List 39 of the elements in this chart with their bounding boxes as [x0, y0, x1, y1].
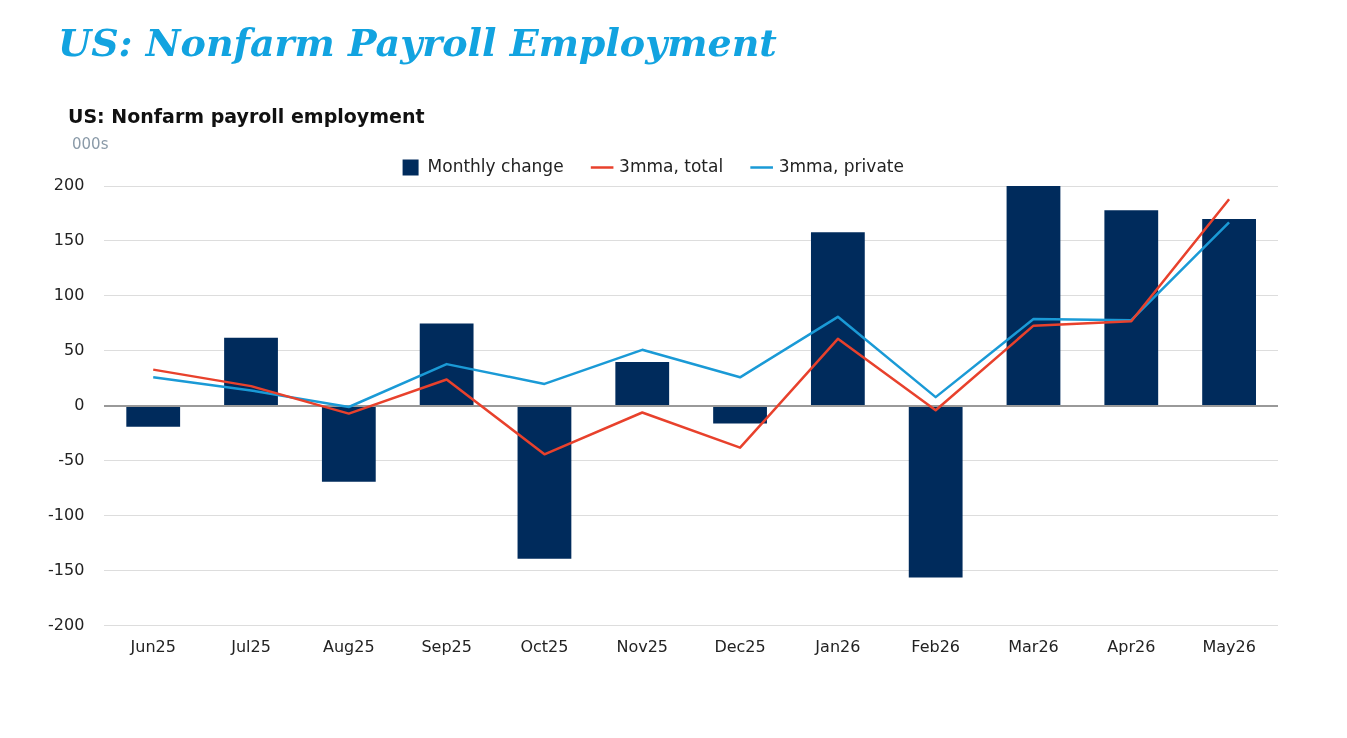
bar	[1006, 186, 1061, 405]
bar	[126, 406, 181, 427]
bar	[810, 232, 865, 405]
bar	[321, 406, 376, 482]
y-tick-label: 0	[74, 395, 85, 415]
bar	[1104, 210, 1159, 405]
y-tick-label: 200	[53, 175, 85, 195]
chart-title: US: Nonfarm Payroll Employment	[58, 20, 778, 65]
x-tick-label: Oct25	[520, 636, 569, 656]
legend-label: Monthly change	[427, 155, 564, 176]
y-tick-label: 150	[53, 230, 85, 250]
y-tick-label: -200	[48, 614, 85, 634]
x-tick-label: Aug25	[323, 636, 375, 656]
bar	[1202, 218, 1256, 405]
bar	[908, 406, 963, 578]
bar	[224, 337, 278, 405]
x-tick-label: Mar26	[1008, 636, 1059, 656]
x-tick-label: Feb26	[911, 636, 961, 656]
x-tick-label: Dec25	[714, 636, 766, 656]
bar	[615, 361, 670, 405]
y-tick-label: -50	[58, 450, 85, 470]
y-tick-label: 50	[63, 340, 85, 360]
bar	[713, 406, 767, 424]
x-tick-label: Sep25	[421, 636, 472, 656]
legend-label: 3mma, total	[619, 155, 724, 176]
chart-subtitle: US: Nonfarm payroll employment	[68, 105, 426, 127]
x-tick-label: May26	[1202, 636, 1256, 656]
bar	[517, 406, 572, 559]
bar	[419, 323, 474, 405]
x-tick-label: Nov25	[616, 636, 669, 656]
legend-label: 3mma, private	[778, 155, 904, 176]
y-axis-title: 000s	[72, 135, 110, 153]
x-tick-label: Apr26	[1107, 636, 1156, 656]
x-tick-label: Jul25	[230, 636, 271, 656]
y-tick-label: -150	[48, 559, 85, 579]
x-tick-label: Jun25	[129, 636, 176, 656]
x-tick-label: Jan26	[814, 636, 861, 656]
y-tick-label: 100	[53, 285, 85, 305]
y-tick-label: -100	[48, 505, 85, 525]
